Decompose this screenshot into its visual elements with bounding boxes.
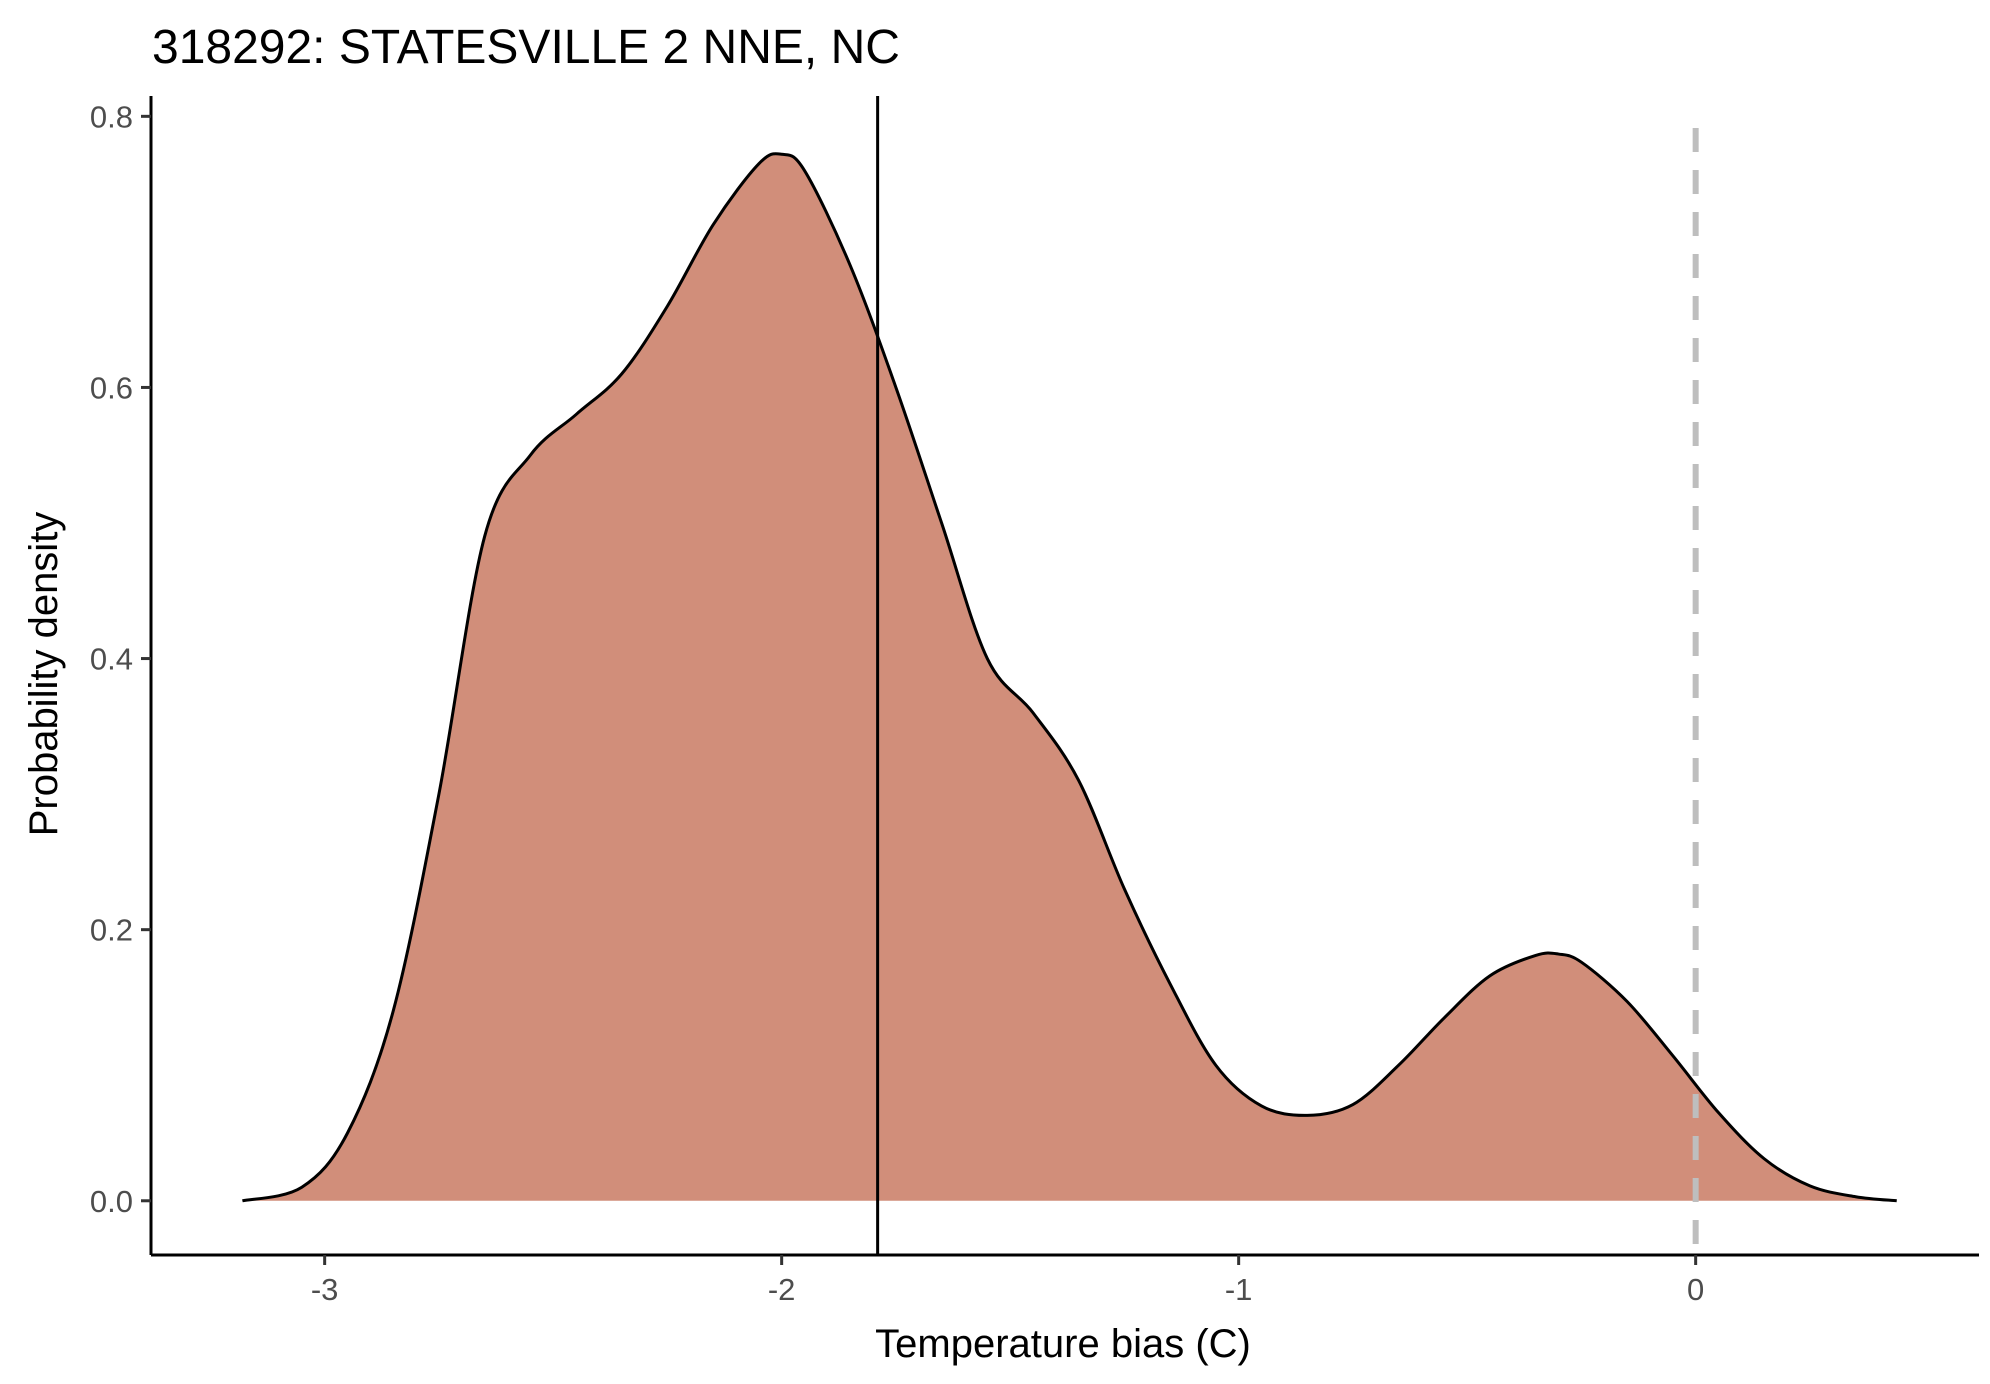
y-tick-label: 0.4 <box>90 642 133 677</box>
y-tick-label: 0.0 <box>90 1184 133 1219</box>
density-area-fill <box>242 153 1897 1201</box>
x-tick-label: -1 <box>1225 1272 1253 1307</box>
y-tick-label: 0.2 <box>90 913 133 948</box>
x-axis-title: Temperature bias (C) <box>875 1322 1251 1366</box>
chart-title: 318292: STATESVILLE 2 NNE, NC <box>152 21 900 74</box>
y-tick-label: 0.6 <box>90 370 133 405</box>
x-tick-label: -3 <box>311 1272 339 1307</box>
y-tick-label: 0.8 <box>90 99 133 134</box>
y-axis-title: Probability density <box>22 512 66 837</box>
plot-area <box>242 96 1897 1255</box>
density-curve-line <box>242 152 1897 1203</box>
x-tick-label: -2 <box>768 1272 796 1307</box>
axes: -3 -2 -1 0 0.0 0.2 0.4 0.6 0.8 <box>90 96 1979 1307</box>
x-tick-label: 0 <box>1687 1272 1704 1307</box>
